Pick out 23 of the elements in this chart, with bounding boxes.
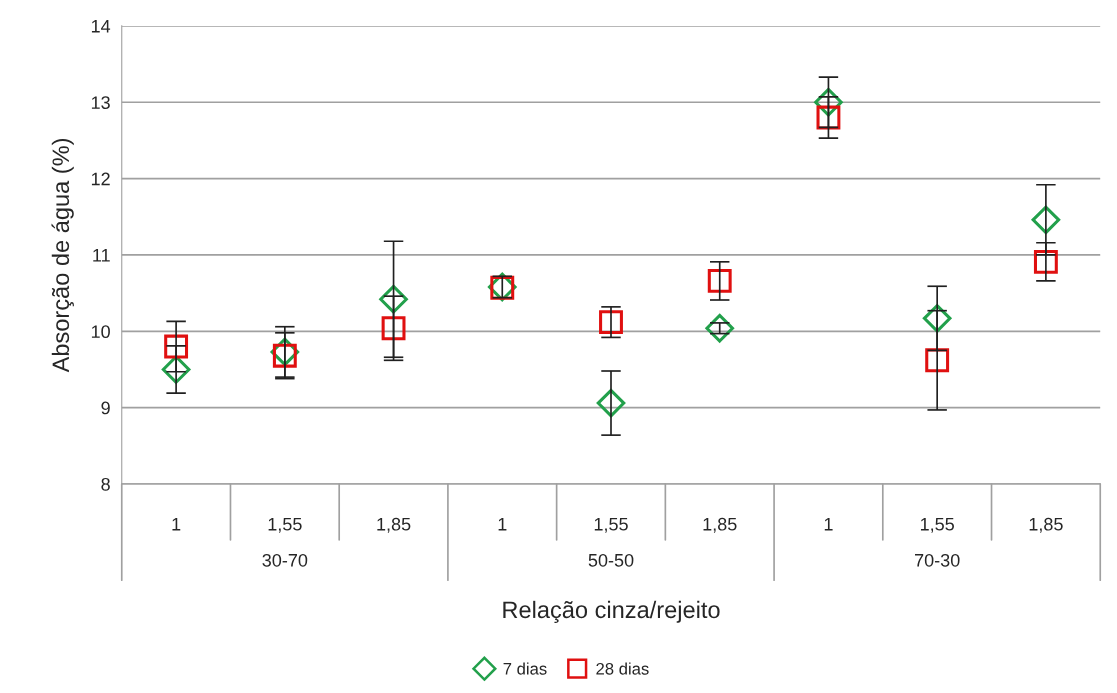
y-tick-label: 9 [101,401,110,415]
y-tick-label: 12 [91,172,110,186]
x-tick-label: 1,85 [377,517,411,533]
x-axis-title: Relação cinza/rejeito [503,600,720,623]
y-tick-label: 13 [91,96,110,109]
y-axis-title: Absorção de água (%) [51,138,74,373]
text: 50-50 [588,553,634,567]
x-tick-label: 1,55 [268,517,302,533]
x-tick-label: 1,55 [920,517,954,533]
x-tick-label: 1 [172,517,181,531]
x-tick-label: 1,55 [594,517,628,533]
y-tick-label: 8 [101,477,110,491]
y-tick-label: 10 [91,325,110,339]
x-tick-label: 1,85 [703,517,737,533]
y-tick-label: 11 [93,249,110,262]
legend-label: 7 dias [503,662,547,675]
x-tick-label: 1 [824,517,833,531]
text: 30-70 [262,553,308,567]
y-tick-label: 14 [91,20,111,33]
text: 70-30 [915,553,960,567]
x-tick-label: 1,85 [1029,517,1063,533]
legend-label: 28 dias [596,662,649,675]
x-tick-label: 1 [498,517,507,531]
